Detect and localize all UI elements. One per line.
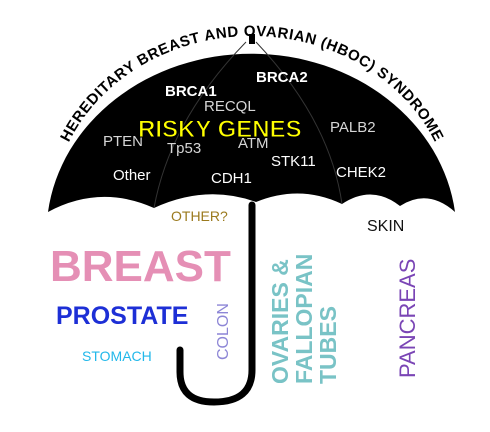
cancer-breast: BREAST bbox=[50, 242, 231, 291]
cancer-ovaries-line1: OVARIES & bbox=[267, 259, 293, 384]
headline-risky-genes: RISKY GENES bbox=[138, 116, 303, 143]
gene-tp53: Tp53 bbox=[167, 140, 202, 157]
canopy-rib-left bbox=[153, 41, 247, 209]
gene-palb2: PALB2 bbox=[330, 119, 376, 136]
cancer-ovaries-line2: FALLOPIAN bbox=[291, 253, 318, 384]
cancer-stomach: STOMACH bbox=[82, 348, 152, 364]
umbrella-tip bbox=[249, 34, 255, 44]
gene-pten: PTEN bbox=[103, 133, 144, 150]
gene-brca1: BRCA1 bbox=[165, 83, 217, 100]
cancer-other-question: OTHER? bbox=[171, 208, 228, 224]
cancer-ovaries-block: OVARIES & FALLOPIAN TUBES bbox=[267, 253, 342, 384]
gene-chek2: CHEK2 bbox=[336, 164, 387, 181]
gene-stk11: STK11 bbox=[271, 153, 316, 170]
canopy-rib-right bbox=[255, 41, 343, 205]
cancer-colon: COLON bbox=[215, 303, 232, 360]
gene-other: Other bbox=[113, 167, 151, 184]
cancer-pancreas: PANCREAS bbox=[395, 258, 420, 378]
gene-recql: RECQL bbox=[204, 98, 256, 115]
umbrella-canopy bbox=[48, 53, 455, 213]
gene-cdh1: CDH1 bbox=[211, 170, 252, 187]
gene-brca2: BRCA2 bbox=[256, 69, 308, 86]
cancer-ovaries-line3: TUBES bbox=[315, 306, 342, 384]
cancer-prostate: PROSTATE bbox=[56, 302, 189, 330]
gene-atm: ATM bbox=[238, 135, 269, 152]
cancer-skin: SKIN bbox=[367, 218, 405, 235]
umbrella-shaft bbox=[176, 201, 256, 406]
